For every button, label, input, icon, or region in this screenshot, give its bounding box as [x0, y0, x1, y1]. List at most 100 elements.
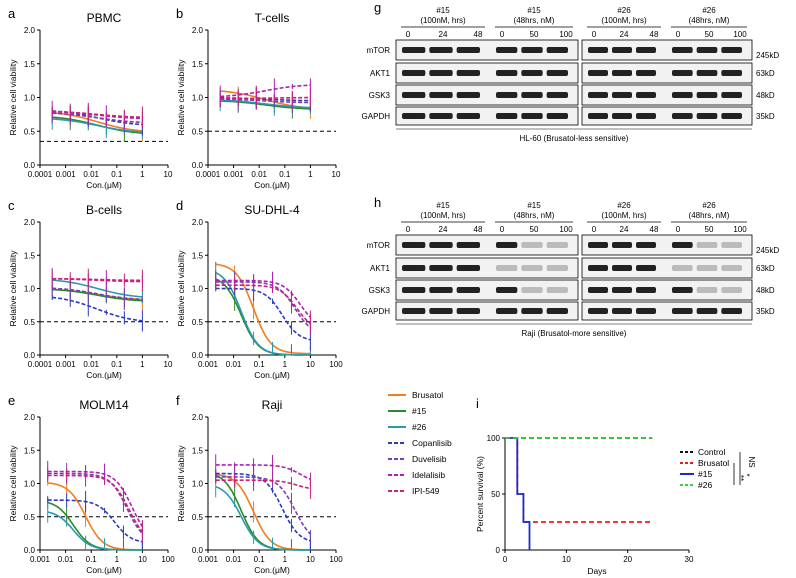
- band: [588, 113, 608, 119]
- band: [721, 47, 742, 53]
- curve-n26: [52, 118, 143, 133]
- x-tick-label: 0.0001: [28, 170, 53, 179]
- y-tick-label: 0.0: [192, 351, 204, 360]
- y-axis-label: Relative cell viability: [8, 250, 18, 327]
- band: [429, 242, 453, 248]
- lane-label: 0: [500, 225, 505, 234]
- group-condition: (100nM, hrs): [420, 211, 466, 220]
- band: [636, 308, 656, 314]
- lane-label: 100: [559, 30, 573, 39]
- band: [546, 92, 568, 98]
- group-condition: (48hrs, nM): [689, 16, 730, 25]
- band: [588, 92, 608, 98]
- row-label: GAPDH: [362, 112, 391, 121]
- band: [429, 265, 453, 271]
- band: [402, 242, 426, 248]
- curve-ipi-549: [215, 479, 311, 490]
- x-tick-label: 0: [503, 555, 508, 564]
- x-axis-label: Con.(μM): [86, 565, 122, 575]
- band: [429, 113, 453, 119]
- x-tick-label: 0.0001: [28, 360, 53, 369]
- lane-label: 48: [474, 30, 483, 39]
- band: [636, 265, 656, 271]
- row-label: mTOR: [367, 46, 391, 55]
- band: [721, 113, 742, 119]
- panel-label: d: [176, 198, 183, 213]
- legend: Brusatol #15 #26 Copanlisib Duvelisib Idelali…: [388, 390, 452, 496]
- band: [496, 47, 518, 53]
- y-tick-label: 50: [491, 490, 500, 499]
- curve-duvelisib: [52, 112, 143, 124]
- band: [402, 287, 426, 293]
- band: [429, 287, 453, 293]
- band: [721, 242, 742, 248]
- x-tick-label: 0.1: [254, 360, 266, 369]
- panel-title: B-cells: [86, 203, 122, 217]
- band: [636, 92, 656, 98]
- curve-copanlisib: [215, 287, 311, 341]
- kd-label: 245kD: [756, 246, 779, 255]
- y-tick-label: 0.0: [192, 546, 204, 555]
- band: [546, 287, 568, 293]
- x-tick-label: 10: [562, 555, 571, 564]
- curve-copanlisib: [215, 472, 311, 542]
- group-condition: (48hrs, nM): [689, 211, 730, 220]
- band: [456, 265, 480, 271]
- blot-strip: [581, 62, 753, 84]
- band: [612, 113, 632, 119]
- legend-label: #15: [412, 406, 426, 416]
- band: [588, 242, 608, 248]
- band: [612, 265, 632, 271]
- x-tick-label: 0.001: [56, 360, 77, 369]
- group-condition: (48hrs, nM): [514, 211, 555, 220]
- x-tick-label: 10: [306, 555, 315, 564]
- lane-label: 0: [500, 30, 505, 39]
- lane-label: 48: [474, 225, 483, 234]
- band: [456, 287, 480, 293]
- legend-label: #26: [698, 480, 712, 490]
- band: [612, 70, 632, 76]
- blot-strip: [395, 301, 579, 321]
- band: [696, 287, 718, 293]
- panel-label: a: [8, 6, 16, 21]
- legend-label: Control: [698, 447, 726, 457]
- band: [496, 113, 518, 119]
- survival-n15: [505, 437, 531, 550]
- band: [636, 113, 656, 119]
- y-tick-label: 1.5: [24, 60, 36, 69]
- y-tick-label: 1.0: [24, 94, 36, 103]
- x-tick-label: 0.1: [254, 555, 266, 564]
- band: [402, 92, 426, 98]
- panel-title: PBMC: [87, 11, 122, 25]
- band: [521, 265, 543, 271]
- blot-strip: [395, 279, 579, 301]
- kd-label: 63kD: [756, 264, 775, 273]
- x-tick-label: 0.01: [83, 170, 99, 179]
- band: [402, 70, 426, 76]
- blot-strip: [395, 234, 579, 256]
- curve-ipi-549: [215, 284, 311, 325]
- curve-n15: [220, 100, 311, 110]
- x-tick-label: 10: [332, 170, 341, 179]
- panel-f: f Raji 0.0 0.5 1.0 1.5 2.0 0.001 0.01 0.1 1 10 100 Co…: [176, 393, 343, 575]
- band: [636, 242, 656, 248]
- x-tick-label: 1: [308, 170, 313, 179]
- x-axis-label: Con.(μM): [86, 180, 122, 190]
- y-axis-label: Percent survival (%): [475, 456, 485, 532]
- legend-label: Brusatol: [698, 458, 729, 468]
- blot-strip: [581, 279, 753, 301]
- band: [696, 70, 718, 76]
- panel-title: SU-DHL-4: [244, 203, 300, 217]
- lane-label: 100: [733, 225, 747, 234]
- band: [546, 47, 568, 53]
- panel-label: i: [476, 396, 479, 411]
- band: [496, 242, 518, 248]
- y-axis-label: Relative cell viability: [176, 445, 186, 522]
- band: [672, 265, 693, 271]
- x-tick-label: 10: [164, 170, 173, 179]
- x-tick-label: 10: [138, 555, 147, 564]
- x-axis-label: Con.(μM): [86, 370, 122, 380]
- x-tick-label: 0.001: [30, 555, 51, 564]
- blot-g: g #15(100nM, hrs)0 24 48#15(48hrs, nM)0 50 10…: [362, 0, 780, 143]
